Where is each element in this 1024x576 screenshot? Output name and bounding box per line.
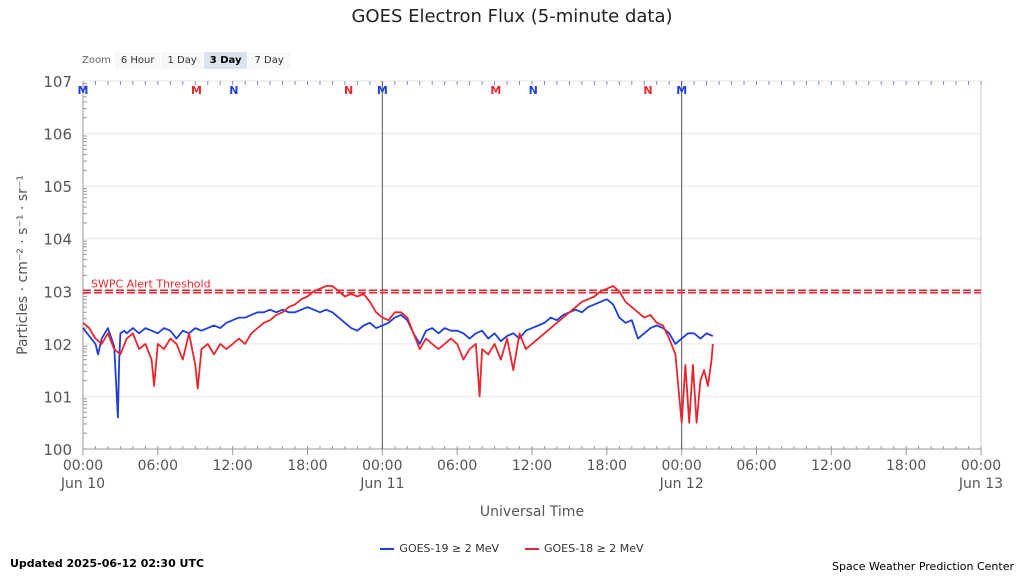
zoom-1-day-button[interactable]: 1 Day bbox=[161, 51, 203, 69]
zoom-controls: Zoom 6 Hour 1 Day 3 Day 7 Day bbox=[82, 50, 291, 70]
x-tick-time-label: 00:00 bbox=[961, 458, 1001, 474]
zoom-label: Zoom bbox=[82, 54, 111, 66]
x-axis-title: Universal Time bbox=[480, 504, 584, 520]
zoom-6-hour-button[interactable]: 6 Hour bbox=[114, 51, 161, 69]
x-tick-time-label: 12:00 bbox=[512, 458, 552, 474]
mn-marker: N bbox=[229, 84, 238, 97]
legend-label-goes18: GOES-18 ≥ 2 MeV bbox=[544, 542, 644, 555]
updated-timestamp: Updated 2025-06-12 02:30 UTC bbox=[10, 557, 205, 570]
electron-flux-chart: 100 101 102 103 104 105 106 107 00:00 Jun 10 06:00… bbox=[15, 73, 1003, 520]
y-tick-label: 102 bbox=[43, 336, 72, 354]
y-axis-title: Particles · cm⁻² · s⁻¹ · sr⁻¹ bbox=[15, 175, 31, 355]
x-tick-time-label: 18:00 bbox=[587, 458, 627, 474]
mn-marker: N bbox=[643, 84, 652, 97]
chart-title: GOES Electron Flux (5-minute data) bbox=[351, 6, 673, 27]
x-tick-date-label: Jun 12 bbox=[659, 476, 704, 492]
x-tick-time-label: 06:00 bbox=[437, 458, 477, 474]
mn-marker: N bbox=[529, 84, 538, 97]
y-tick-label: 104 bbox=[43, 231, 72, 249]
x-tick-date-label: Jun 11 bbox=[359, 476, 404, 492]
x-tick-time-label: 18:00 bbox=[287, 458, 327, 474]
x-tick-time-label: 00:00 bbox=[661, 458, 701, 474]
series-line-goes19 bbox=[82, 298, 714, 419]
legend-swatch-goes18 bbox=[525, 547, 539, 550]
legend-label-goes19: GOES-19 ≥ 2 MeV bbox=[399, 542, 499, 555]
legend-item-goes18[interactable]: GOES-18 ≥ 2 MeV bbox=[525, 542, 644, 555]
credit-text: Space Weather Prediction Center bbox=[832, 560, 1014, 573]
mn-marker: M bbox=[377, 84, 388, 97]
series-line-goes18 bbox=[82, 285, 714, 424]
mn-marker: N bbox=[344, 84, 353, 97]
x-tick-time-label: 06:00 bbox=[138, 458, 178, 474]
plot-area bbox=[83, 81, 981, 449]
x-tick-date-label: Jun 13 bbox=[958, 476, 1003, 492]
alert-threshold-label: SWPC Alert Threshold bbox=[91, 277, 211, 290]
legend-swatch-goes19 bbox=[380, 547, 395, 550]
zoom-3-day-button[interactable]: 3 Day bbox=[203, 51, 248, 69]
x-tick-time-label: 18:00 bbox=[886, 458, 926, 474]
x-tick-time-label: 06:00 bbox=[736, 458, 776, 474]
mn-marker: M bbox=[676, 84, 687, 97]
mn-marker: M bbox=[490, 84, 501, 97]
x-tick-date-label: Jun 10 bbox=[60, 476, 105, 492]
y-tick-label: 107 bbox=[43, 73, 72, 91]
y-tick-label: 105 bbox=[43, 178, 72, 196]
x-tick-time-label: 00:00 bbox=[362, 458, 402, 474]
x-tick-time-label: 12:00 bbox=[212, 458, 252, 474]
mn-marker: M bbox=[191, 84, 202, 97]
y-tick-label: 106 bbox=[43, 126, 72, 144]
y-tick-label: 100 bbox=[43, 441, 72, 459]
zoom-7-day-button[interactable]: 7 Day bbox=[248, 51, 290, 69]
y-tick-label: 103 bbox=[43, 283, 72, 301]
x-tick-time-label: 00:00 bbox=[63, 458, 103, 474]
chart-legend: GOES-19 ≥ 2 MeV GOES-18 ≥ 2 MeV bbox=[0, 542, 1024, 555]
y-tick-label: 101 bbox=[43, 388, 72, 406]
x-tick-time-label: 12:00 bbox=[811, 458, 851, 474]
mn-marker: M bbox=[78, 84, 89, 97]
legend-item-goes19[interactable]: GOES-19 ≥ 2 MeV bbox=[380, 542, 499, 555]
